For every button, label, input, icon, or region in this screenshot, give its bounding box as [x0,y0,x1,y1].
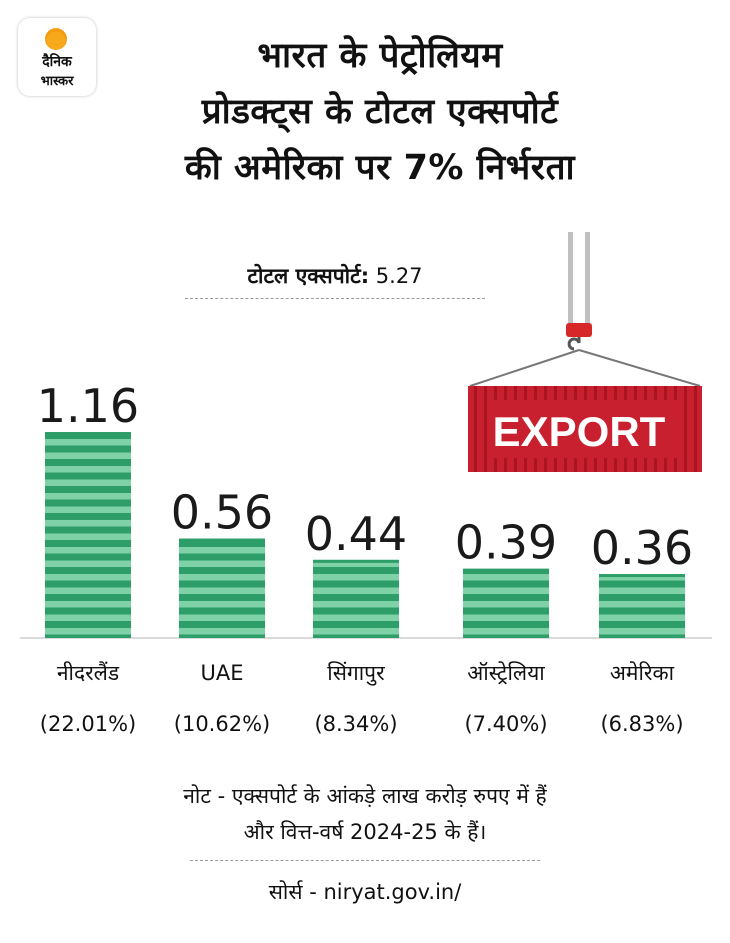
sun-icon [45,28,67,50]
bars-group [45,432,685,638]
bar-3 [463,568,549,638]
container-panel [488,400,678,458]
category-label-3: ऑस्ट्रेलिया [467,661,545,685]
crane-cable-left [568,232,573,324]
value-label-2: 0.44 [305,507,407,561]
bar-4 [599,574,685,638]
bar-top-edge-3 [463,568,549,572]
category-label-0: नीदरलैंड [57,661,120,685]
crane-hook-icon [567,337,581,351]
dainik-bhaskar-logo: दैनिक भास्कर [18,18,96,96]
sling-right [578,349,701,387]
bar-top-edge-1 [179,538,265,542]
bar-1 [179,538,265,638]
value-label-4: 0.36 [591,521,693,575]
footnote-line1: नोट - एक्सपोर्ट के आंकड़े लाख करोड़ रुपए… [183,784,547,808]
share-label-2: (8.34%) [314,712,397,736]
container-label: EXPORT [493,408,666,455]
title-line2: प्रोडक्ट्स के टोटल एक्सपोर्ट [201,92,559,132]
labels-group: 1.16 नीदरलैंड (22.01%) 0.56 UAE (10.62%) 0.44 स… [37,379,693,736]
logo-text-line1: दैनिक [42,54,72,70]
container-rib [474,386,477,472]
share-label-1: (10.62%) [174,712,270,736]
value-label-1: 0.56 [171,486,273,540]
container-rib [484,386,487,472]
bar-2 [313,559,399,638]
total-export-label: टोटल एक्सपोर्ट: [247,264,370,288]
container-rib [694,386,697,472]
bar-0 [45,432,131,638]
share-label-0: (22.01%) [40,712,136,736]
container-rib [684,386,687,472]
footnote: नोट - एक्सपोर्ट के आंकड़े लाख करोड़ रुपए… [40,778,690,850]
title-line3: की अमेरिका पर 7% निर्भरता [184,148,576,188]
logo-text-line2: भास्कर [40,74,74,89]
export-container-illustration: EXPORT [468,232,702,472]
crane-cable-right [585,232,590,324]
share-label-4: (6.83%) [600,712,683,736]
category-label-1: UAE [200,661,243,685]
value-label-3: 0.39 [455,516,557,570]
sling-left [469,349,580,387]
category-label-2: सिंगापुर [327,661,385,686]
total-export-value: 5.27 [375,264,423,288]
value-label-0: 1.16 [37,379,139,433]
footnote-line2: और वित्त-वर्ष 2024-25 के हैं। [243,820,487,844]
bar-top-edge-2 [313,559,399,563]
bar-top-edge-4 [599,574,685,578]
bar-top-edge-0 [45,432,131,435]
chart-title: भारत के पेट्रोलियम प्रोडक्ट्स के टोटल एक… [100,28,660,196]
category-label-4: अमेरिका [610,661,675,685]
footnote-divider [190,860,540,861]
crane-hook-block [566,323,592,337]
share-label-3: (7.40%) [464,712,547,736]
title-line1: भारत के पेट्रोलियम [257,36,503,76]
source-text: सोर्स - niryat.gov.in/ [268,880,462,904]
total-export: टोटल एक्सपोर्ट: 5.27 [185,262,485,299]
